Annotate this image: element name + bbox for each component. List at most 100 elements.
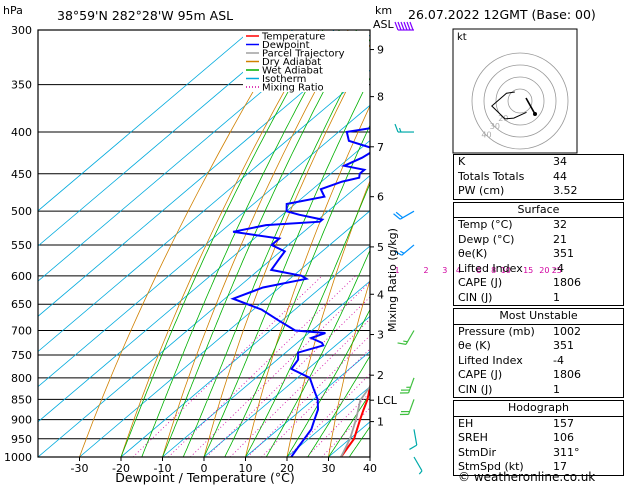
pressure-tick-label: 550 xyxy=(11,239,32,252)
temperature-line xyxy=(340,382,370,457)
hodograph-ring-label: 30 xyxy=(490,122,500,131)
dry-adiabat xyxy=(328,278,370,457)
hodograph-title: Hodograph xyxy=(454,401,623,417)
km-unit-label: km xyxy=(375,4,392,17)
most-unstable-label: θe (K) xyxy=(458,339,491,352)
isotherm xyxy=(120,245,370,457)
most-unstable-row: CAPE (J) 1806 xyxy=(454,368,623,383)
surface-label: CIN (J) xyxy=(458,290,493,304)
most-unstable-row: CIN (J) 1 xyxy=(454,383,623,398)
legend-label: Parcel Trajectory xyxy=(262,49,345,60)
most-unstable-value: 351 xyxy=(553,339,574,352)
wind-barb xyxy=(393,210,415,220)
wet-adiabat xyxy=(203,76,370,457)
copyright: © weatheronline.co.uk xyxy=(458,470,596,484)
dry-adiabat xyxy=(162,30,349,457)
mixing-ratio-label: 20 xyxy=(539,266,549,275)
indices-table: K 34 Totals Totals 44 PW (cm) 3.52 xyxy=(453,154,624,200)
hodograph-label: StmDir xyxy=(458,445,497,459)
km-tick-label: 2 xyxy=(377,369,384,382)
wind-barb xyxy=(394,244,415,256)
most-unstable-value: 1002 xyxy=(553,324,581,338)
k-index-value: 34 xyxy=(553,155,567,168)
km-tick-label: 4 xyxy=(377,288,384,301)
hodograph-value: 17 xyxy=(553,460,567,473)
dry-adiabat xyxy=(79,30,290,457)
pressure-tick-label: 1000 xyxy=(4,451,32,464)
pressure-tick-label: 800 xyxy=(11,372,32,385)
wind-barb xyxy=(399,377,415,394)
most-unstable-row: θe (K) 351 xyxy=(454,339,623,354)
hodograph-ring xyxy=(507,88,533,114)
isotherm xyxy=(38,30,335,282)
legend-label: Temperature xyxy=(261,32,325,43)
x-tick-label: -20 xyxy=(112,462,130,475)
mixing-ratio-line xyxy=(190,281,370,457)
legend-label: Wet Adiabat xyxy=(262,66,323,77)
hodograph-row: EH 157 xyxy=(454,417,623,432)
mixing-ratio-line xyxy=(261,348,370,457)
hodograph-table: Hodograph EH 157 SREH 106 StmDir 311° StmSpd (… xyxy=(453,400,624,476)
surface-value: 351 xyxy=(553,247,574,260)
hodograph-label: EH xyxy=(458,416,474,430)
most-unstable-value: 1 xyxy=(553,382,560,396)
km-tick-label: 8 xyxy=(377,91,384,104)
wind-barbs xyxy=(393,21,423,475)
isotherm xyxy=(38,175,370,457)
info-panel: K 34 Totals Totals 44 PW (cm) 3.52 Surface … xyxy=(453,154,624,478)
mixing-ratio-label: 25 xyxy=(552,266,562,275)
location-label: 38°59'N 282°28'W 95m ASL xyxy=(57,8,233,23)
x-tick-label: -30 xyxy=(71,462,89,475)
most-unstable-value: -4 xyxy=(553,353,564,367)
isotherm xyxy=(38,30,294,247)
surface-row: Dewp (°C) 21 xyxy=(454,233,623,248)
hodograph-ring-label: 40 xyxy=(481,131,491,140)
km-tick-label: 5 xyxy=(377,241,384,254)
mixing-ratio-label: 3 xyxy=(442,266,447,275)
pw-value: 3.52 xyxy=(553,184,578,197)
profile-lines xyxy=(230,127,370,457)
isotherm xyxy=(38,69,370,353)
hodograph-row: StmDir 311° xyxy=(454,446,623,461)
wind-barb xyxy=(413,456,423,475)
pressure-tick-label: 400 xyxy=(11,126,32,139)
most-unstable-label: CIN (J) xyxy=(458,382,493,396)
x-tick-label: 40 xyxy=(363,462,377,475)
wet-adiabat xyxy=(224,124,370,457)
pressure-tick-label: 650 xyxy=(11,298,32,311)
mixing-ratio-label: 1 xyxy=(394,266,399,275)
x-tick-label: -10 xyxy=(154,462,172,475)
x-tick-label: 30 xyxy=(322,462,336,475)
x-tick-label: 20 xyxy=(280,462,294,475)
mixing-ratio-line xyxy=(287,373,370,457)
dewpoint-line xyxy=(230,127,370,457)
isotherm xyxy=(203,315,370,457)
mixing-ratio-line xyxy=(168,275,356,457)
wind-barb xyxy=(399,399,415,416)
surface-value: 32 xyxy=(553,218,567,231)
mixing-ratio-label: 15 xyxy=(523,266,533,275)
hodograph-value: 311° xyxy=(553,445,580,459)
storm-motion-point xyxy=(533,112,538,117)
most-unstable-value: 1806 xyxy=(553,368,581,381)
hodograph-ring xyxy=(471,52,569,150)
wind-barb xyxy=(394,123,414,133)
pressure-tick-label: 300 xyxy=(11,24,32,37)
surface-value: 1 xyxy=(553,290,560,304)
wet-adiabat xyxy=(286,308,370,457)
surface-row: θe(K) 351 xyxy=(454,247,623,262)
surface-label: θe(K) xyxy=(458,247,488,260)
pw-label: PW (cm) xyxy=(458,184,505,197)
surface-value: -4 xyxy=(553,261,564,275)
axes: 3003504004505005506006507007508008509009… xyxy=(4,24,562,475)
legend-label: Isotherm xyxy=(262,74,306,85)
wet-adiabat xyxy=(245,182,370,457)
pressure-tick-label: 450 xyxy=(11,168,32,181)
surface-row: CIN (J) 1 xyxy=(454,291,623,306)
most-unstable-label: Lifted Index xyxy=(458,353,523,367)
mixing-ratio-label: 6 xyxy=(476,266,481,275)
plot-frame xyxy=(37,29,371,458)
